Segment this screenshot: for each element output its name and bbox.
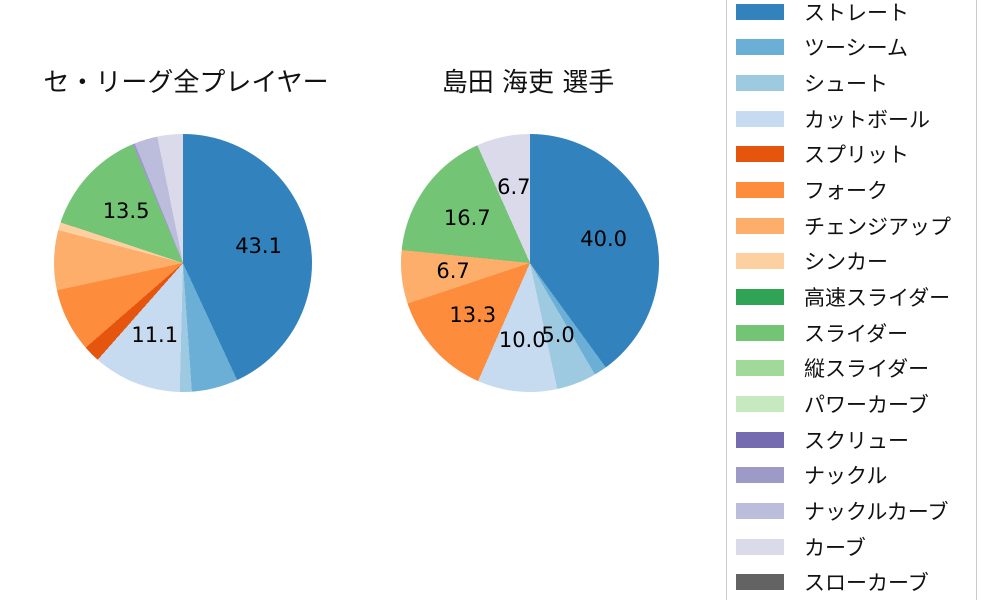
legend-label: ストレート [804, 0, 909, 25]
legend-item: ツーシーム [736, 30, 976, 66]
legend-label: ナックルカーブ [804, 500, 949, 525]
pie-value-label: 11.1 [131, 323, 179, 348]
legend-item: ストレート [736, 0, 976, 30]
legend-label: ナックル [804, 464, 888, 489]
legend-item: スローカーブ [736, 565, 976, 600]
legend-item: スプリット [736, 137, 976, 173]
legend-item: パワーカーブ [736, 386, 976, 422]
legend-swatch [736, 75, 784, 92]
pie-value-label: 16.7 [443, 205, 491, 230]
legend-label: カーブ [804, 535, 866, 560]
legend-swatch [736, 146, 784, 163]
legend-swatch [736, 3, 784, 20]
chart-title-league: セ・リーグ全プレイヤー [43, 68, 329, 98]
legend-swatch [736, 360, 784, 377]
pie-chart-player: 40.0 5.0 10.0 13.3 6.7 16.7 6.7 [401, 134, 659, 392]
legend-item: 縦スライダー [736, 351, 976, 387]
legend-label: 高速スライダー [804, 286, 951, 311]
legend-swatch [736, 503, 784, 520]
legend-label: フォーク [804, 179, 888, 204]
legend-label: シンカー [804, 250, 888, 275]
legend-item: シンカー [736, 244, 976, 280]
legend-label: スライダー [804, 321, 909, 346]
legend-item: スクリュー [736, 422, 976, 458]
pie-value-label: 6.7 [497, 175, 531, 200]
legend-swatch [736, 110, 784, 127]
chart-title-player: 島田 海吏 選手 [441, 68, 615, 98]
legend-swatch [736, 431, 784, 448]
legend-item: フォーク [736, 172, 976, 208]
legend-swatch [736, 253, 784, 270]
pie-value-label: 10.0 [498, 328, 546, 352]
pie-value-label: 6.7 [436, 259, 470, 284]
legend-label: パワーカーブ [804, 393, 929, 418]
legend-label: カットボール [804, 107, 930, 132]
legend-label: 縦スライダー [804, 357, 930, 382]
pie-chart-league: 43.1 11.1 13.5 [54, 134, 312, 392]
legend-item: 高速スライダー [736, 279, 976, 315]
legend-label: スローカーブ [804, 571, 929, 596]
pie-value-label: 5.0 [541, 323, 575, 348]
legend-item: シュート [736, 65, 976, 101]
legend-swatch [736, 182, 784, 199]
legend-item: チェンジアップ [736, 208, 976, 244]
legend-swatch [736, 396, 784, 413]
legend-swatch [736, 289, 784, 306]
legend-swatch [736, 217, 784, 234]
legend-item: スライダー [736, 315, 976, 351]
legend-item: カットボール [736, 101, 976, 137]
legend-item: ナックル [736, 458, 976, 494]
pie-value-label: 13.5 [102, 198, 150, 223]
pie-value-label: 40.0 [580, 227, 627, 252]
legend-swatch [736, 324, 784, 341]
legend-swatch [736, 538, 784, 555]
legend-label: スクリュー [804, 428, 909, 453]
legend-label: チェンジアップ [804, 214, 951, 239]
pie-value-label: 43.1 [235, 234, 282, 259]
legend-label: スプリット [804, 143, 909, 168]
legend-box: ストレートツーシームシュートカットボール スプリットフォークチェンジアップ シンカー… [726, 0, 977, 600]
pie-value-label: 13.3 [449, 303, 497, 328]
legend-swatch [736, 574, 784, 591]
legend-item: カーブ [736, 529, 976, 565]
legend-label: シュート [804, 72, 888, 97]
legend-swatch [736, 467, 784, 484]
legend-label: ツーシーム [804, 36, 908, 61]
legend-item: ナックルカーブ [736, 493, 976, 529]
legend-swatch [736, 39, 784, 56]
